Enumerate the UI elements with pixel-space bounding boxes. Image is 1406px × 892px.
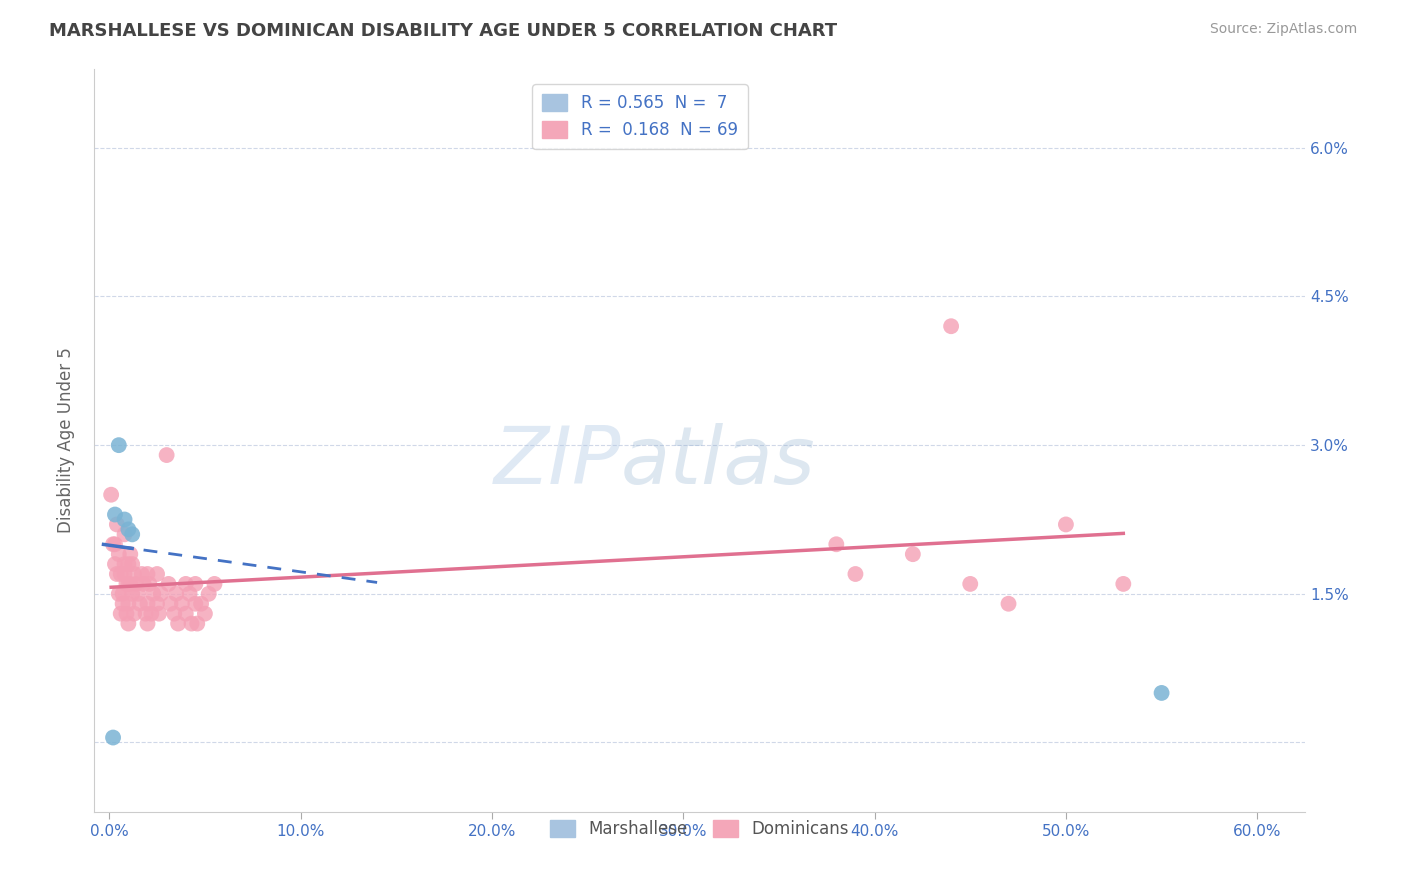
Point (179, 587, 201, 601)
Point (115, 577, 138, 591)
Point (125, 577, 148, 591)
Point (111, 587, 134, 601)
Text: MARSHALLESE VS DOMINICAN DISABILITY AGE UNDER 5 CORRELATION CHART: MARSHALLESE VS DOMINICAN DISABILITY AGE … (49, 22, 838, 40)
Point (132, 577, 155, 591)
Point (136, 567, 159, 582)
Point (959, 577, 981, 591)
Point (170, 597, 193, 611)
Point (136, 616, 159, 631)
Point (110, 567, 132, 582)
Point (104, 508, 127, 522)
Point (121, 587, 143, 601)
Point (104, 537, 127, 551)
Point (100, 488, 122, 502)
Point (142, 587, 165, 601)
Point (122, 607, 145, 621)
Point (138, 577, 160, 591)
Point (174, 577, 197, 591)
Point (156, 448, 179, 462)
Point (148, 607, 170, 621)
Point (107, 547, 129, 561)
Point (131, 567, 153, 582)
Point (1054, 517, 1077, 532)
Text: ZIP: ZIP (494, 424, 621, 501)
Point (117, 522, 139, 536)
Point (114, 557, 136, 571)
Point (105, 517, 128, 532)
Point (127, 587, 149, 601)
Point (174, 607, 197, 621)
Point (107, 587, 129, 601)
Point (120, 547, 142, 561)
Legend: Marshallese, Dominicans: Marshallese, Dominicans (544, 813, 855, 845)
Point (117, 616, 139, 631)
Point (120, 577, 142, 591)
Point (901, 547, 924, 561)
Point (141, 607, 163, 621)
Point (194, 607, 217, 621)
Point (939, 319, 962, 334)
Point (167, 616, 190, 631)
Point (121, 527, 143, 541)
Point (186, 616, 208, 631)
Point (122, 567, 145, 582)
Point (165, 587, 187, 601)
Point (1150, 686, 1173, 700)
Point (157, 577, 180, 591)
Point (117, 557, 139, 571)
Point (104, 557, 127, 571)
Point (180, 616, 202, 631)
Point (149, 587, 172, 601)
Point (121, 557, 143, 571)
Text: Source: ZipAtlas.com: Source: ZipAtlas.com (1209, 22, 1357, 37)
Point (117, 597, 139, 611)
Point (1112, 577, 1135, 591)
Point (184, 597, 207, 611)
Point (159, 597, 181, 611)
Point (101, 537, 124, 551)
Point (184, 577, 207, 591)
Point (204, 577, 226, 591)
Point (146, 567, 169, 582)
Point (117, 577, 139, 591)
Point (114, 567, 136, 582)
Point (197, 587, 219, 601)
Point (844, 567, 866, 582)
Point (114, 512, 136, 526)
Point (105, 567, 128, 582)
Point (110, 607, 132, 621)
Y-axis label: Disability Age Under 5: Disability Age Under 5 (58, 347, 75, 533)
Point (190, 597, 212, 611)
Point (146, 597, 169, 611)
Text: atlas: atlas (621, 424, 815, 501)
Point (997, 597, 1019, 611)
Point (111, 597, 134, 611)
Point (107, 438, 129, 452)
Point (115, 607, 138, 621)
Point (101, 731, 124, 745)
Point (135, 607, 157, 621)
Point (825, 537, 848, 551)
Point (163, 607, 186, 621)
Point (128, 597, 150, 611)
Point (136, 597, 159, 611)
Point (114, 527, 136, 541)
